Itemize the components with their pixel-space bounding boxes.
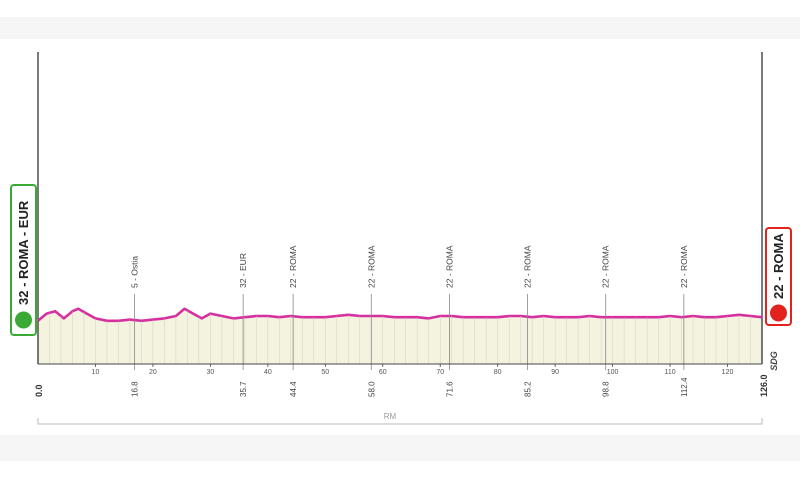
passage-label: 22 - ROMA [366,245,376,288]
finish-label: 22 - ROMA [771,233,786,299]
finish-badge [765,227,792,326]
x-tick-label: 100 [607,369,619,376]
profile-area [38,308,762,364]
x-tick-label: 10 [92,369,100,376]
province-label: RM [384,412,397,421]
finish-marker: 22 - ROMA [765,227,792,326]
start-km-label: 0.0 [34,384,44,397]
passage-km-label: 44.4 [289,381,298,397]
x-tick-label: 20 [149,369,157,376]
x-tick-label: 80 [494,369,502,376]
finish-cyclist-icon [770,304,787,322]
passage-km-label: 58.0 [367,381,376,397]
x-tick-label: 120 [722,369,734,376]
start-label: 32 - ROMA - EUR [16,200,31,305]
passage-km-label: 71.6 [445,381,454,397]
x-tick-label: 40 [264,369,272,376]
passage-label: 22 - ROMA [679,245,689,288]
x-tick-label: 30 [206,369,214,376]
passage-km-label: 98.8 [602,381,611,397]
passage-label: 5 - Ostia [130,256,140,288]
passage-label: 22 - ROMA [523,245,533,288]
x-tick-label: 110 [664,369,675,376]
brand-logo: SDG [769,351,779,371]
start-badge [10,184,37,336]
passage-km-label: 85.2 [524,381,533,397]
passage-label: 22 - ROMA [601,245,611,288]
finish-km-label: 126.0 [759,374,769,397]
passage-km-label: 35.7 [239,381,248,397]
passage-label: 22 - ROMA [444,245,454,288]
x-tick-label: 70 [436,369,444,376]
start-marker: 32 - ROMA - EUR [10,184,37,336]
x-tick-label: 90 [551,369,559,376]
province-bracket [37,418,763,425]
x-tick-label: 60 [379,369,387,376]
x-axis: 10 20 30 40 50 60 70 80 90 100 110 120 [38,363,762,376]
passage-markers: 5 - Ostia 16.8 32 - EUR 35.7 22 - ROMA 44.4 22… [130,245,689,397]
passage-km-label: 16.8 [131,381,140,397]
passage-km-label: 112.4 [680,377,689,397]
top-band [0,17,800,39]
start-cyclist-icon [15,311,32,329]
bottom-band [0,435,800,461]
passage-label: 22 - ROMA [288,245,298,288]
x-tick-label: 50 [321,369,329,376]
passage-label: 32 - EUR [238,253,248,288]
profile-base-layer [37,52,763,364]
